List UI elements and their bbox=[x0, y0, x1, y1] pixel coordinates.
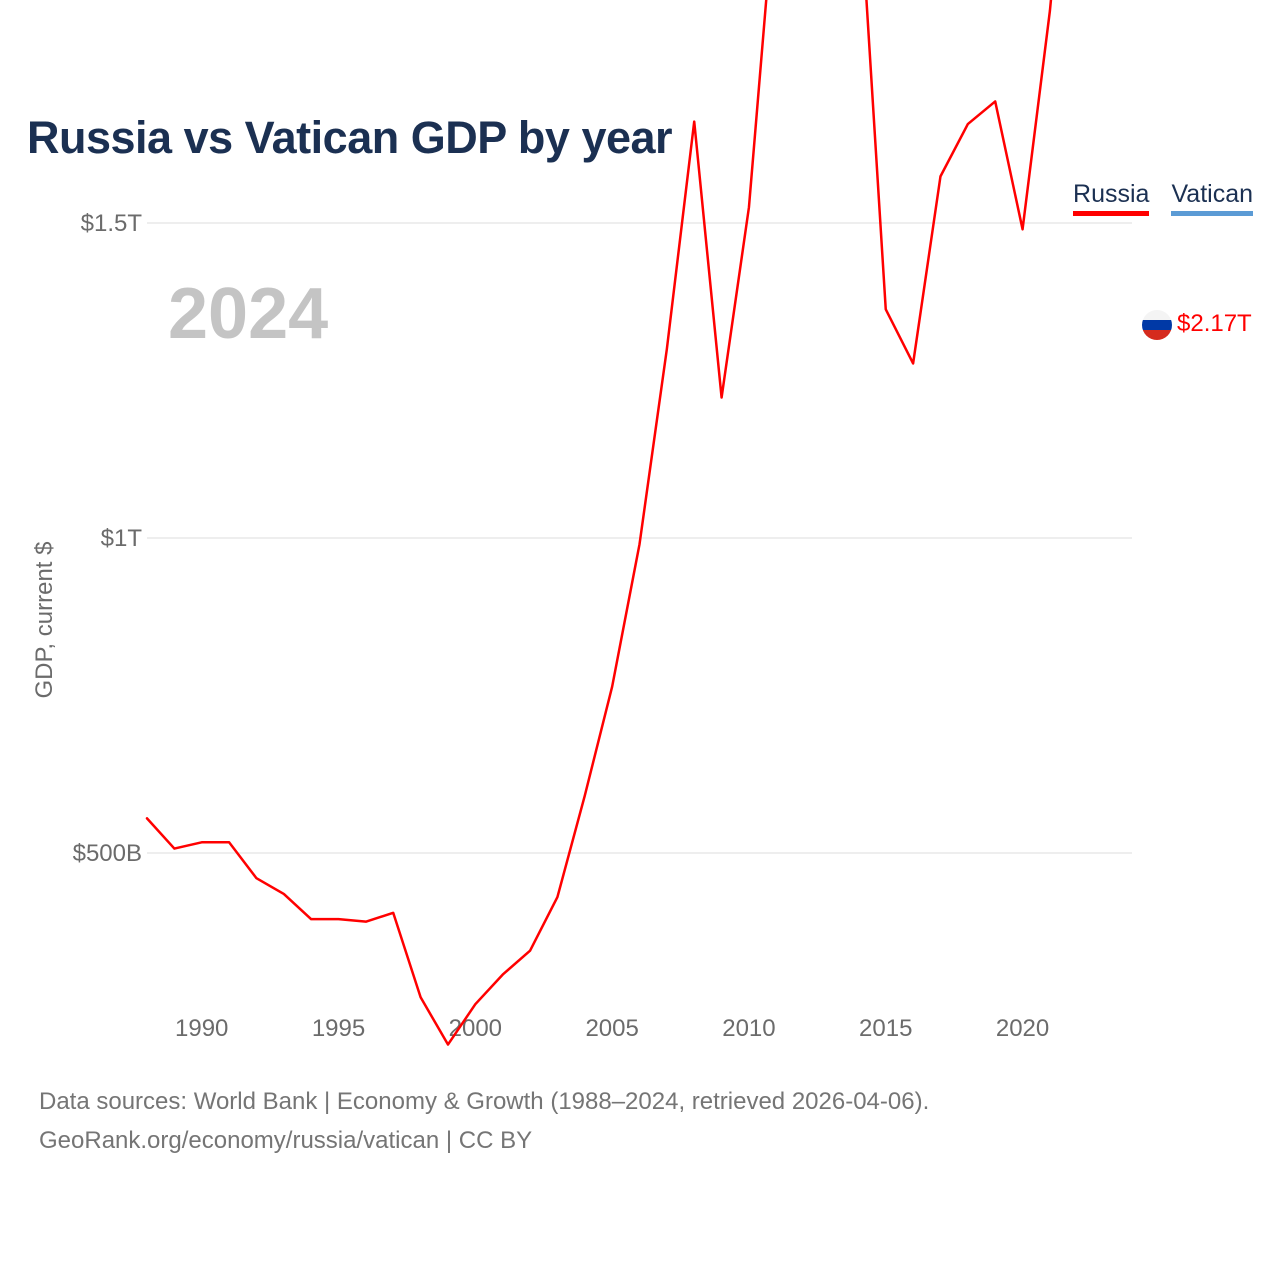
year-watermark: 2024 bbox=[168, 274, 328, 354]
chart-title: Russia vs Vatican GDP by year bbox=[27, 112, 673, 163]
x-tick-label: 2020 bbox=[996, 1015, 1049, 1042]
footer: Data sources: World Bank | Economy & Gro… bbox=[39, 1082, 929, 1160]
gdp-line-chart: 2024 $500B$1T$1.5T$2T1990199520002005201… bbox=[31, 0, 1252, 1046]
y-axis-label: GDP, current $ bbox=[31, 542, 58, 699]
x-tick-label: 2015 bbox=[859, 1015, 912, 1042]
footer-credit: GeoRank.org/economy/russia/vatican | CC … bbox=[39, 1127, 533, 1154]
x-tick-label: 1995 bbox=[312, 1015, 365, 1042]
russia-end-value-label: $2.17T bbox=[1177, 310, 1252, 337]
russia-flag-icon bbox=[1142, 310, 1172, 340]
russia-series-line bbox=[145, 0, 1053, 1046]
x-tick-label: 2010 bbox=[722, 1015, 775, 1042]
footer-sources: Data sources: World Bank | Economy & Gro… bbox=[39, 1088, 930, 1115]
legend-russia[interactable]: Russia bbox=[1073, 180, 1150, 216]
y-tick-label: $500B bbox=[73, 840, 142, 867]
x-tick-label: 2005 bbox=[585, 1015, 638, 1042]
x-tick-label: 2000 bbox=[449, 1015, 502, 1042]
legend-vatican[interactable]: Vatican bbox=[1171, 180, 1253, 216]
y-tick-label: $1.5T bbox=[81, 210, 143, 237]
x-tick-label: 1990 bbox=[175, 1015, 228, 1042]
y-tick-label: $1T bbox=[101, 525, 143, 552]
legend: Russia Vatican bbox=[1073, 180, 1253, 216]
